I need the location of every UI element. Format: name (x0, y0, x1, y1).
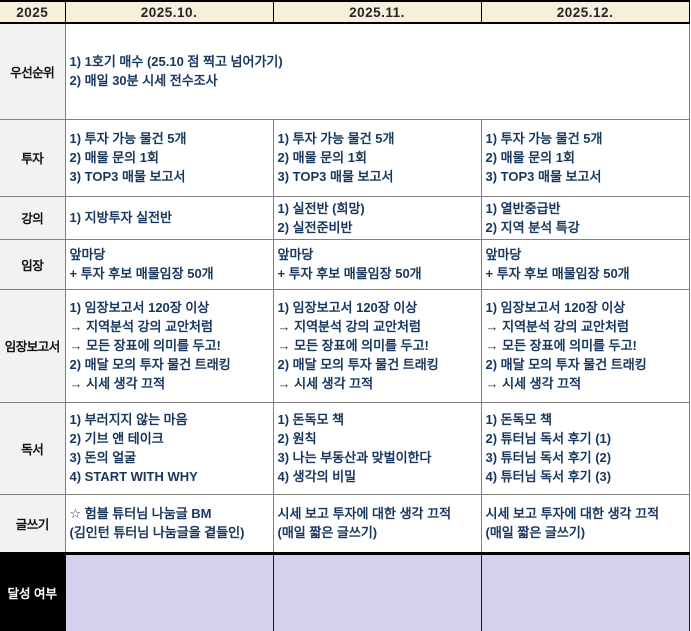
header-month-oct: 2025.10. (64, 0, 274, 24)
row-field-visit: 임장 앞마당 + 투자 후보 매물임장 50개 앞마당 + 투자 후보 매물임장… (0, 238, 690, 290)
row-label-reading: 독서 (0, 401, 66, 495)
row-label-achievement: 달성 여부 (0, 551, 66, 631)
cell-visit-report-oct: 1) 임장보고서 120장 이상 → 지역분석 강의 교안처럼 → 모든 장표에… (64, 288, 274, 403)
cell-reading-oct: 1) 부러지지 않는 마음 2) 기브 앤 테이크 3) 돈의 얼굴 4) ST… (64, 401, 274, 495)
row-label-investment: 투자 (0, 118, 66, 197)
header-month-nov: 2025.11. (272, 0, 482, 24)
cell-investment-oct: 1) 투자 가능 물건 5개 2) 매물 문의 1회 3) TOP3 매물 보고… (64, 118, 274, 197)
cell-writing-oct: ☆ 험블 튜터님 나눔글 BM (김인턴 튜터님 나눔글을 곁들인) (64, 493, 274, 554)
header-row: 2025 2025.10. 2025.11. 2025.12. (0, 0, 690, 24)
row-label-priority: 우선순위 (0, 22, 66, 120)
cell-investment-nov: 1) 투자 가능 물건 5개 2) 매물 문의 1회 3) TOP3 매물 보고… (272, 118, 482, 197)
cell-writing-nov: 시세 보고 투자에 대한 생각 끄적 (매일 짧은 글쓰기) (272, 493, 482, 554)
cell-achievement-oct (64, 551, 274, 631)
row-label-lecture: 강의 (0, 195, 66, 240)
cell-investment-dec: 1) 투자 가능 물건 5개 2) 매물 문의 1회 3) TOP3 매물 보고… (480, 118, 690, 197)
cell-reading-dec: 1) 돈독모 책 2) 튜터님 독서 후기 (1) 3) 튜터님 독서 후기 (… (480, 401, 690, 495)
row-visit-report: 임장보고서 1) 임장보고서 120장 이상 → 지역분석 강의 교안처럼 → … (0, 288, 690, 403)
header-month-dec: 2025.12. (480, 0, 690, 24)
cell-field-visit-dec: 앞마당 + 투자 후보 매물임장 50개 (480, 238, 690, 290)
row-label-writing: 글쓰기 (0, 493, 66, 554)
row-investment: 투자 1) 투자 가능 물건 5개 2) 매물 문의 1회 3) TOP3 매물… (0, 118, 690, 197)
cell-priority-merged: 1) 1호기 매수 (25.10 점 찍고 넘어가기) 2) 매일 30분 시세… (64, 22, 690, 120)
row-writing: 글쓰기 ☆ 험블 튜터님 나눔글 BM (김인턴 튜터님 나눔글을 곁들인) 시… (0, 493, 690, 554)
cell-achievement-dec (480, 551, 690, 631)
row-achievement: 달성 여부 (0, 551, 690, 631)
cell-writing-dec: 시세 보고 투자에 대한 생각 끄적 (매일 짧은 글쓰기) (480, 493, 690, 554)
row-lecture: 강의 1) 지방투자 실전반 1) 실전반 (희망) 2) 실전준비반 1) 열… (0, 195, 690, 240)
cell-visit-report-dec: 1) 임장보고서 120장 이상 → 지역분석 강의 교안처럼 → 모든 장표에… (480, 288, 690, 403)
cell-achievement-nov (272, 551, 482, 631)
row-label-visit-report: 임장보고서 (0, 288, 66, 403)
cell-reading-nov: 1) 돈독모 책 2) 원칙 3) 나는 부동산과 맞벌이한다 4) 생각의 비… (272, 401, 482, 495)
cell-field-visit-oct: 앞마당 + 투자 후보 매물임장 50개 (64, 238, 274, 290)
row-label-field-visit: 임장 (0, 238, 66, 290)
cell-lecture-oct: 1) 지방투자 실전반 (64, 195, 274, 240)
cell-lecture-dec: 1) 열반중급반 2) 지역 분석 특강 (480, 195, 690, 240)
header-year: 2025 (0, 0, 66, 24)
cell-lecture-nov: 1) 실전반 (희망) 2) 실전준비반 (272, 195, 482, 240)
cell-visit-report-nov: 1) 임장보고서 120장 이상 → 지역분석 강의 교안처럼 → 모든 장표에… (272, 288, 482, 403)
cell-field-visit-nov: 앞마당 + 투자 후보 매물임장 50개 (272, 238, 482, 290)
row-reading: 독서 1) 부러지지 않는 마음 2) 기브 앤 테이크 3) 돈의 얼굴 4)… (0, 401, 690, 495)
row-priority: 우선순위 1) 1호기 매수 (25.10 점 찍고 넘어가기) 2) 매일 3… (0, 22, 690, 120)
